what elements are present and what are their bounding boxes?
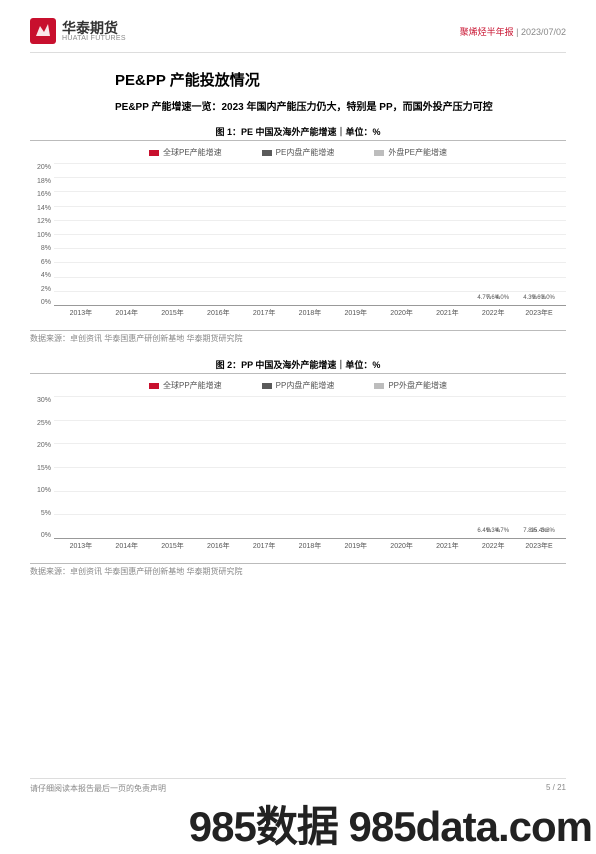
x-tick-label: 2022年	[470, 308, 516, 324]
legend-swatch	[262, 383, 272, 389]
chart2-plot: 6.4%9.3%4.7%7.8%15.4%3.8%	[54, 397, 566, 539]
y-tick-label: 30%	[30, 397, 51, 404]
legend-label: PE内盘产能增速	[276, 147, 335, 158]
header-meta: 聚烯烃半年报 | 2023/07/02	[460, 25, 566, 38]
chart1-source-line	[30, 330, 566, 331]
bar-value-label: 4.7%	[495, 528, 509, 534]
page-title: PE&PP 产能投放情况	[115, 69, 566, 90]
legend-label: 全球PE产能增速	[163, 147, 222, 158]
legend-swatch	[149, 383, 159, 389]
y-tick-label: 5%	[30, 510, 51, 517]
x-tick-label: 2020年	[379, 541, 425, 557]
logo: 华泰期货 HUATAI FUTURES	[30, 18, 126, 44]
y-tick-label: 2%	[30, 286, 51, 293]
y-tick-label: 20%	[30, 442, 51, 449]
bar-value-label: 3.8%	[541, 528, 555, 534]
y-tick-label: 6%	[30, 259, 51, 266]
legend-swatch	[149, 150, 159, 156]
legend-item: 全球PP产能增速	[149, 380, 222, 391]
legend-label: 全球PP产能增速	[163, 380, 222, 391]
x-tick-label: 2013年	[58, 541, 104, 557]
chart1-plot: 4.7%7.6%4.0%4.3%9.6%3.0%	[54, 164, 566, 306]
y-tick-label: 10%	[30, 232, 51, 239]
x-tick-label: 2019年	[333, 541, 379, 557]
y-tick-label: 18%	[30, 178, 51, 185]
chart2-title-line	[30, 373, 566, 374]
footer-disclaimer: 请仔细阅读本报告最后一页的免责声明	[30, 783, 166, 794]
x-tick-label: 2021年	[425, 308, 471, 324]
legend-swatch	[262, 150, 272, 156]
legend-swatch	[374, 383, 384, 389]
x-tick-label: 2023年E	[516, 541, 562, 557]
chart1-source: 数据来源：卓创资讯 华泰国惠产研创新基地 华泰期货研究院	[30, 333, 566, 344]
chart1-title-line	[30, 140, 566, 141]
legend-item: PE内盘产能增速	[262, 147, 335, 158]
y-tick-label: 20%	[30, 164, 51, 171]
page-header: 华泰期货 HUATAI FUTURES 聚烯烃半年报 | 2023/07/02	[0, 0, 596, 52]
x-tick-label: 2018年	[287, 541, 333, 557]
x-tick-label: 2021年	[425, 541, 471, 557]
chart1-title: 图 1：PE 中国及海外产能增速｜单位：%	[30, 125, 566, 138]
y-tick-label: 0%	[30, 532, 51, 539]
bar-value-label: 3.0%	[541, 295, 555, 301]
x-tick-label: 2014年	[104, 308, 150, 324]
legend-item: PP外盘产能增速	[374, 380, 447, 391]
y-tick-label: 25%	[30, 420, 51, 427]
page-footer: 请仔细阅读本报告最后一页的免责声明 5 / 21	[30, 778, 566, 794]
y-tick-label: 4%	[30, 272, 51, 279]
y-tick-label: 0%	[30, 299, 51, 306]
x-tick-label: 2014年	[104, 541, 150, 557]
y-tick-label: 10%	[30, 487, 51, 494]
x-tick-label: 2019年	[333, 308, 379, 324]
x-tick-label: 2013年	[58, 308, 104, 324]
chart2-title: 图 2：PP 中国及海外产能增速｜单位：%	[30, 358, 566, 371]
legend-item: 外盘PE产能增速	[374, 147, 447, 158]
report-type: 聚烯烃半年报	[460, 27, 514, 37]
chart1-legend: 全球PE产能增速 PE内盘产能增速 外盘PE产能增速	[30, 147, 566, 158]
legend-swatch	[374, 150, 384, 156]
chart2: 30% 25% 20% 15% 10% 5% 0% 6.4%9.3%4.7%7.8%15.4…	[30, 397, 566, 557]
huatai-logo-icon	[30, 18, 56, 44]
y-tick-label: 12%	[30, 218, 51, 225]
y-tick-label: 16%	[30, 191, 51, 198]
logo-text-en: HUATAI FUTURES	[62, 35, 126, 42]
header-divider	[30, 52, 566, 53]
page-subtitle: PE&PP 产能增速一览：2023 年国内产能压力仍大，特别是 PP，而国外投产…	[115, 100, 566, 115]
legend-label: PP内盘产能增速	[276, 380, 335, 391]
chart2-yaxis: 30% 25% 20% 15% 10% 5% 0%	[30, 397, 54, 539]
x-tick-label: 2017年	[241, 308, 287, 324]
chart2-source: 数据来源：卓创资讯 华泰国惠产研创新基地 华泰期货研究院	[30, 566, 566, 577]
x-tick-label: 2023年E	[516, 308, 562, 324]
y-tick-label: 14%	[30, 205, 51, 212]
logo-text-cn: 华泰期货	[62, 21, 126, 35]
y-tick-label: 8%	[30, 245, 51, 252]
chart1-yaxis: 20% 18% 16% 14% 12% 10% 8% 6% 4% 2% 0%	[30, 164, 54, 306]
legend-label: PP外盘产能增速	[388, 380, 447, 391]
report-date: 2023/07/02	[521, 27, 566, 37]
legend-item: PP内盘产能增速	[262, 380, 335, 391]
chart2-xaxis: 2013年2014年2015年2016年2017年2018年2019年2020年…	[54, 541, 566, 557]
x-tick-label: 2017年	[241, 541, 287, 557]
x-tick-label: 2016年	[195, 308, 241, 324]
chart2-legend: 全球PP产能增速 PP内盘产能增速 PP外盘产能增速	[30, 380, 566, 391]
x-tick-label: 2015年	[150, 308, 196, 324]
x-tick-label: 2015年	[150, 541, 196, 557]
chart1: 20% 18% 16% 14% 12% 10% 8% 6% 4% 2% 0% 4.7%7.6%4.0…	[30, 164, 566, 324]
bar-value-label: 4.0%	[495, 295, 509, 301]
x-tick-label: 2020年	[379, 308, 425, 324]
watermark: 985数据 985data.com	[189, 793, 592, 854]
y-tick-label: 15%	[30, 465, 51, 472]
x-tick-label: 2022年	[470, 541, 516, 557]
x-tick-label: 2016年	[195, 541, 241, 557]
x-tick-label: 2018年	[287, 308, 333, 324]
chart2-source-line	[30, 563, 566, 564]
legend-item: 全球PE产能增速	[149, 147, 222, 158]
legend-label: 外盘PE产能增速	[388, 147, 447, 158]
chart1-xaxis: 2013年2014年2015年2016年2017年2018年2019年2020年…	[54, 308, 566, 324]
